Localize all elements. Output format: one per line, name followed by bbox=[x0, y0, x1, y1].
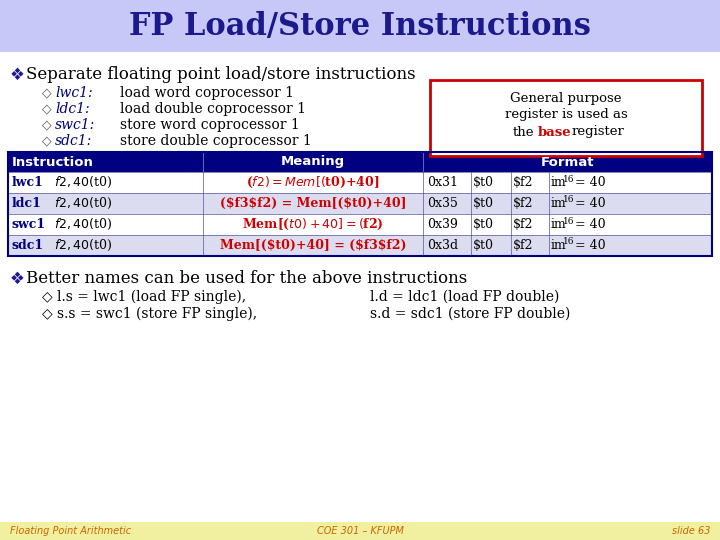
Text: swc1: swc1 bbox=[12, 218, 46, 231]
Text: Separate floating point load/store instructions: Separate floating point load/store instr… bbox=[26, 66, 415, 83]
Text: slide 63: slide 63 bbox=[672, 526, 710, 536]
Text: store double coprocessor 1: store double coprocessor 1 bbox=[120, 134, 312, 148]
Text: 0x39: 0x39 bbox=[427, 218, 458, 231]
Text: ◇: ◇ bbox=[42, 134, 52, 147]
Text: load double coprocessor 1: load double coprocessor 1 bbox=[120, 102, 306, 116]
Text: COE 301 – KFUPM: COE 301 – KFUPM bbox=[317, 526, 403, 536]
Text: 16: 16 bbox=[563, 217, 575, 226]
Text: ($f3$f2) = Mem[($t0)+40]: ($f3$f2) = Mem[($t0)+40] bbox=[220, 197, 406, 210]
Text: $f2, 40($t0): $f2, 40($t0) bbox=[54, 175, 112, 190]
Bar bbox=[8, 235, 712, 256]
Text: im: im bbox=[551, 218, 567, 231]
Text: 16: 16 bbox=[563, 238, 575, 246]
Text: $f2, 40($t0): $f2, 40($t0) bbox=[54, 196, 112, 211]
Text: = 40: = 40 bbox=[571, 239, 606, 252]
Text: 16: 16 bbox=[563, 174, 575, 184]
Text: im: im bbox=[551, 197, 567, 210]
Text: s.d = sdc1 (store FP double): s.d = sdc1 (store FP double) bbox=[370, 307, 570, 321]
Text: 16: 16 bbox=[563, 195, 575, 205]
Text: store word coprocessor 1: store word coprocessor 1 bbox=[120, 118, 300, 132]
Text: Meaning: Meaning bbox=[281, 156, 345, 168]
Text: base: base bbox=[538, 125, 572, 138]
Text: $f2: $f2 bbox=[513, 239, 534, 252]
Text: Floating Point Arithmetic: Floating Point Arithmetic bbox=[10, 526, 131, 536]
Text: $f2: $f2 bbox=[513, 218, 534, 231]
Text: = 40: = 40 bbox=[571, 176, 606, 189]
Bar bbox=[8, 172, 712, 193]
Text: 0x31: 0x31 bbox=[427, 176, 458, 189]
Text: ◇ l.s = lwc1 (load FP single),: ◇ l.s = lwc1 (load FP single), bbox=[42, 290, 246, 305]
Bar bbox=[8, 152, 712, 256]
Text: Mem[($t0)+40] = ($f3$f2): Mem[($t0)+40] = ($f3$f2) bbox=[220, 239, 406, 252]
Text: the: the bbox=[513, 125, 534, 138]
Bar bbox=[8, 152, 712, 172]
Text: sdc1:: sdc1: bbox=[55, 134, 92, 148]
Text: FP Load/Store Instructions: FP Load/Store Instructions bbox=[129, 10, 591, 42]
Bar bbox=[0, 0, 720, 52]
Bar bbox=[0, 522, 720, 540]
Text: Instruction: Instruction bbox=[12, 156, 94, 168]
Text: ◇ s.s = swc1 (store FP single),: ◇ s.s = swc1 (store FP single), bbox=[42, 307, 257, 321]
Text: 0x3d: 0x3d bbox=[427, 239, 458, 252]
Text: lwc1:: lwc1: bbox=[55, 86, 93, 100]
Text: General purpose: General purpose bbox=[510, 92, 622, 105]
Text: = 40: = 40 bbox=[571, 218, 606, 231]
Text: Better names can be used for the above instructions: Better names can be used for the above i… bbox=[26, 270, 467, 287]
Text: swc1:: swc1: bbox=[55, 118, 95, 132]
Text: register is used as: register is used as bbox=[505, 108, 627, 121]
Text: Format: Format bbox=[541, 156, 594, 168]
Text: load word coprocessor 1: load word coprocessor 1 bbox=[120, 86, 294, 100]
Text: im: im bbox=[551, 176, 567, 189]
Text: ($f2) = Mem[($t0)+40]: ($f2) = Mem[($t0)+40] bbox=[246, 175, 379, 190]
Text: ldc1: ldc1 bbox=[12, 197, 42, 210]
Bar bbox=[430, 80, 702, 156]
Text: 0x35: 0x35 bbox=[427, 197, 458, 210]
Bar bbox=[8, 193, 712, 214]
Text: ❖: ❖ bbox=[10, 66, 25, 84]
Text: $f2: $f2 bbox=[513, 176, 534, 189]
Text: Mem[($t0)+40] = ($f2): Mem[($t0)+40] = ($f2) bbox=[242, 217, 384, 232]
Text: ◇: ◇ bbox=[42, 86, 52, 99]
Text: $f2: $f2 bbox=[513, 197, 534, 210]
Text: ldc1:: ldc1: bbox=[55, 102, 89, 116]
Text: ❖: ❖ bbox=[10, 270, 25, 288]
Text: $t0: $t0 bbox=[473, 176, 494, 189]
Text: sdc1: sdc1 bbox=[12, 239, 44, 252]
Text: im: im bbox=[551, 239, 567, 252]
Text: ◇: ◇ bbox=[42, 118, 52, 131]
Text: $t0: $t0 bbox=[473, 239, 494, 252]
Text: l.d = ldc1 (load FP double): l.d = ldc1 (load FP double) bbox=[370, 290, 559, 304]
Text: = 40: = 40 bbox=[571, 197, 606, 210]
Text: $t0: $t0 bbox=[473, 218, 494, 231]
Text: register: register bbox=[572, 125, 625, 138]
Text: $t0: $t0 bbox=[473, 197, 494, 210]
Text: $f2, 40($t0): $f2, 40($t0) bbox=[54, 217, 112, 232]
Text: $f2, 40($t0): $f2, 40($t0) bbox=[54, 238, 112, 253]
Text: ◇: ◇ bbox=[42, 102, 52, 115]
Bar bbox=[8, 214, 712, 235]
Text: lwc1: lwc1 bbox=[12, 176, 44, 189]
